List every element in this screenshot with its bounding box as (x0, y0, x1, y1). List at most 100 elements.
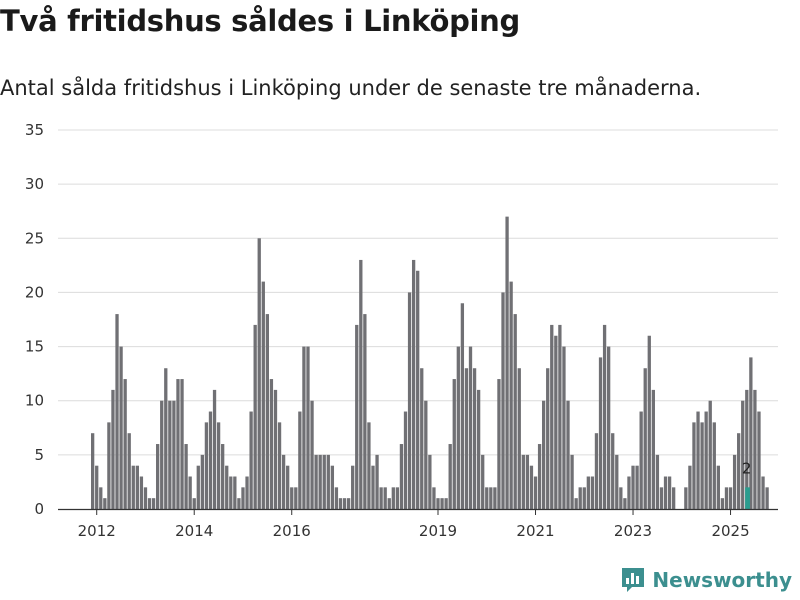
bar (501, 292, 505, 509)
bar (322, 454, 326, 509)
bar (265, 314, 270, 509)
bar (753, 389, 757, 509)
bar (574, 498, 578, 509)
bar (119, 346, 123, 509)
bar (241, 487, 245, 509)
bar (672, 487, 676, 509)
bar (151, 498, 156, 509)
bar (452, 379, 456, 509)
chart-subtitle: Antal sålda fritidshus i Linköping under… (0, 76, 702, 100)
bar (131, 465, 135, 509)
bar (476, 389, 481, 509)
bar (306, 346, 310, 509)
bar (233, 476, 237, 509)
y-tick-label: 25 (25, 229, 44, 247)
bar (537, 444, 542, 509)
bar (615, 454, 619, 509)
bar (428, 454, 432, 509)
y-axis-ticks: 0 5 10 15 20 25 30 35 (25, 121, 44, 518)
bar (541, 400, 546, 509)
bar (712, 422, 716, 509)
bar (468, 346, 473, 509)
bar (407, 292, 412, 509)
bar (643, 368, 647, 509)
bar (562, 346, 566, 509)
bar (440, 498, 444, 509)
bar (212, 389, 217, 509)
bar (318, 454, 322, 509)
bar (598, 357, 603, 509)
bar (359, 259, 363, 509)
bar (411, 259, 416, 509)
bar (481, 454, 485, 509)
bar (724, 487, 729, 509)
bar (237, 498, 241, 509)
bar (180, 379, 184, 509)
bar (188, 476, 192, 509)
bar (424, 400, 428, 509)
bar (403, 411, 408, 509)
bar (737, 433, 741, 509)
bar (533, 476, 538, 509)
bar (513, 314, 517, 509)
bar (732, 454, 737, 509)
bar (472, 368, 477, 509)
bar (655, 454, 660, 509)
bar (704, 411, 708, 509)
bar (103, 498, 107, 509)
bar (432, 487, 436, 509)
bar (497, 379, 501, 509)
chart-title: Två fritidshus såldes i Linköping (0, 4, 520, 38)
bar (485, 487, 489, 509)
bar (334, 487, 339, 509)
bar (139, 476, 144, 509)
bar (221, 444, 225, 509)
newsworthy-logo-text: Newsworthy (652, 568, 792, 592)
bar (91, 433, 95, 509)
bar (509, 281, 513, 509)
bar (525, 454, 530, 509)
bar (635, 465, 639, 509)
bar (460, 303, 465, 509)
bar (253, 324, 257, 509)
bar (310, 400, 314, 509)
bar (192, 498, 196, 509)
bar (196, 465, 200, 509)
bar (184, 444, 188, 509)
highlight-bar (745, 487, 750, 509)
bar (225, 465, 229, 509)
bar (176, 379, 180, 509)
bar (651, 389, 655, 509)
bar (529, 465, 534, 509)
y-tick-label: 35 (25, 121, 44, 139)
bar (416, 270, 420, 509)
bar (436, 498, 440, 509)
bar (172, 400, 176, 509)
bar (355, 324, 359, 509)
bar (200, 454, 204, 509)
bar (631, 465, 635, 509)
bar (684, 487, 688, 509)
bar (338, 498, 343, 509)
bar (257, 238, 261, 510)
bar (294, 487, 298, 509)
bar (554, 335, 558, 509)
bar (123, 379, 127, 509)
bar (550, 324, 554, 509)
bar (290, 487, 294, 509)
bar (107, 422, 111, 509)
bar (505, 216, 509, 509)
bar (399, 444, 404, 509)
y-tick-label: 15 (25, 338, 44, 356)
bar (147, 498, 152, 509)
bar (700, 422, 704, 509)
bar (277, 422, 282, 509)
bar (273, 389, 278, 509)
bar (204, 422, 209, 509)
bar (663, 476, 668, 509)
bar (448, 444, 452, 509)
bar (602, 324, 607, 509)
bar (387, 498, 391, 509)
bar (245, 476, 249, 509)
bar (728, 487, 733, 509)
